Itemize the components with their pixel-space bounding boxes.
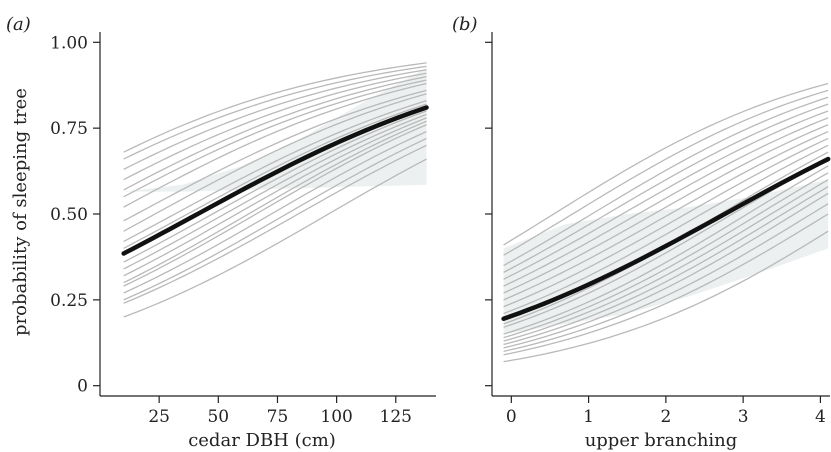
panel-b-simulated-curve-16: [503, 110, 829, 280]
panel-b-simulated-curve-20: [503, 82, 829, 246]
panel-a-x-tick-label: 50: [207, 407, 229, 427]
panel-b-simulated-curve-2: [503, 213, 829, 356]
panel-b-simulated-curve-5: [503, 185, 829, 346]
panel-a-simulated-curve-2: [123, 144, 427, 304]
panel-a-axes: 0 0.25 0.50 0.75 1.00 25 50 75 100 125: [50, 32, 436, 427]
panel-b-plot-area: [501, 82, 831, 363]
panel-a-simulated-curve-7: [123, 117, 427, 277]
panel-b-simulated-curve-1: [503, 230, 829, 363]
panel-b-simulated-curve-7: [503, 172, 829, 339]
panel-b-x-tick-label: 3: [738, 407, 749, 427]
panel-b-mean-curve: [501, 156, 831, 321]
panel-a-simulated-curve-20: [123, 62, 427, 153]
panel-a-simulated-curve-16: [123, 76, 427, 191]
panel-b-simulated-curve-17: [503, 103, 829, 273]
panel-b-simulated-curve-14: [503, 124, 829, 294]
panel-a-plot-area: [121, 62, 429, 318]
panel-b-simulated-curve-8: [503, 165, 829, 335]
panel-a-simulated-curve-15: [123, 79, 427, 198]
panel-a-simulated-curve-3: [123, 137, 427, 301]
panel-a-simulated-curve-1: [123, 158, 427, 318]
panel-b-simulated-curve-13: [503, 130, 829, 301]
panel-a-simulated-curve-17: [123, 72, 427, 181]
panel-b-simulated-curve-19: [503, 89, 829, 256]
panel-a-x-tick-label: 100: [320, 407, 352, 427]
panel-b-simulated-curve-11: [503, 144, 829, 315]
panel-b-x-tick-label: 0: [506, 407, 517, 427]
panel-a-simulated-curve-5: [123, 124, 427, 287]
panel-a-simulated-curve-9: [123, 110, 427, 263]
panel-a-simulated-curve-8: [123, 113, 427, 270]
panel-a-y-tick-label: 1.00: [50, 33, 88, 53]
panel-a-simulated-curve-6: [123, 120, 427, 284]
panel-b-simulated-curve-4: [503, 192, 829, 349]
panel-a: (a) probability of sleeping tree 0 0.25 0.…: [6, 14, 436, 451]
panel-a-simulated-curve-4: [123, 130, 427, 294]
panel-a-simulated-curve-10: [123, 103, 427, 249]
panel-a-y-axis-title: probability of sleeping tree: [10, 88, 31, 336]
panel-a-simulated-curve-14: [123, 82, 427, 208]
panel-b-simulated-curve-18: [503, 96, 829, 267]
panel-a-label: (a): [6, 14, 31, 35]
panel-a-simulated-curve-12: [123, 93, 427, 232]
panel-a-mean-curve: [121, 105, 429, 256]
panel-a-simulated-curve-19: [123, 65, 427, 160]
panel-b-confidence-band: [503, 179, 829, 335]
panel-a-simulated-curve-18: [123, 69, 427, 170]
panel-a-simulated-curve-13: [123, 89, 427, 222]
panel-a-y-tick-label: 0.75: [50, 119, 88, 139]
panel-b-x-axis-title: upper branching: [585, 430, 738, 451]
panel-b-x-tick-label: 2: [660, 407, 671, 427]
panel-b: (b) 0 1 2 3 4 upper branching: [452, 14, 831, 451]
panel-b-simulated-curve-6: [503, 179, 829, 342]
panel-b-x-tick-label: 1: [583, 407, 594, 427]
panel-a-simulated-curve-11: [123, 100, 427, 243]
panel-a-x-axis-title: cedar DBH (cm): [188, 430, 336, 451]
panel-a-y-tick-label: 0.50: [50, 205, 88, 225]
panel-a-y-tick-label: 0: [77, 377, 88, 397]
panel-b-label: (b): [452, 14, 478, 35]
panel-b-simulated-curve-15: [503, 117, 829, 287]
panel-b-simulated-curve-3: [503, 203, 829, 352]
panel-b-simulated-curve-12: [503, 137, 829, 308]
panel-b-axes: 0 1 2 3 4: [485, 32, 830, 427]
panel-a-y-tick-label: 0.25: [50, 291, 88, 311]
panel-a-x-tick-label: 125: [380, 407, 412, 427]
panel-a-x-tick-label: 75: [267, 407, 289, 427]
panel-a-x-tick-label: 25: [148, 407, 170, 427]
panel-b-x-tick-label: 4: [815, 407, 826, 427]
